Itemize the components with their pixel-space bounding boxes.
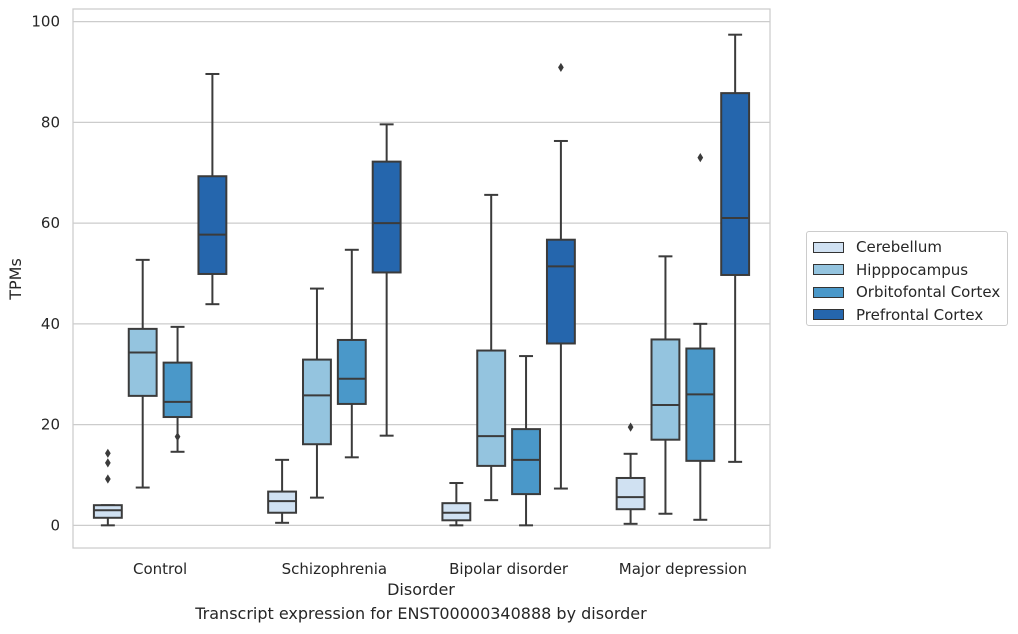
box-iqr — [511, 428, 541, 496]
x-tick-label: Control — [133, 560, 187, 578]
box-group — [545, 62, 576, 490]
outlier-point — [627, 422, 634, 432]
legend-swatch-prefrontal-cortex — [813, 309, 844, 321]
legend-item-hippocampus: Hipppocampus — [813, 259, 1007, 282]
outlier-point — [174, 432, 181, 442]
legend-item-prefrontal-cortex: Prefrontal Cortex — [813, 304, 1007, 327]
box-group — [336, 248, 367, 459]
chart-caption: Transcript expression for ENST0000034088… — [195, 604, 647, 623]
legend-item-orbitofrontal-cortex: Orbitofontal Cortex — [813, 281, 1007, 304]
box-iqr — [650, 338, 681, 441]
plot-area — [72, 8, 771, 549]
legend-swatch-cerebellum — [813, 241, 844, 253]
box-group — [267, 458, 298, 524]
box-group — [511, 355, 541, 527]
legend-item-cerebellum: Cerebellum — [813, 236, 1007, 259]
legend-label-prefrontal-cortex: Prefrontal Cortex — [856, 305, 984, 324]
outlier-point — [104, 448, 111, 458]
box-iqr — [127, 327, 158, 397]
box-iqr — [302, 358, 332, 446]
box-iqr — [162, 361, 193, 419]
box-group — [197, 72, 228, 306]
box-group — [650, 255, 681, 515]
box-iqr — [720, 92, 751, 276]
legend-label-orbitofrontal-cortex: Orbitofontal Cortex — [856, 283, 1001, 302]
x-tick-label: Bipolar disorder — [449, 560, 569, 578]
box-iqr — [615, 476, 646, 511]
box-group — [127, 258, 158, 489]
box-iqr — [685, 347, 716, 462]
box-group — [371, 123, 402, 437]
y-tick-label: 80 — [41, 113, 60, 131]
outlier-point — [104, 458, 111, 468]
box-group — [302, 287, 332, 499]
x-axis-title: Disorder — [387, 580, 455, 599]
y-tick-label: 40 — [41, 315, 60, 333]
legend-label-cerebellum: Cerebellum — [856, 238, 942, 257]
box-iqr — [441, 502, 472, 522]
x-tick-label: Schizophrenia — [282, 560, 387, 578]
box-iqr — [371, 160, 402, 274]
y-axis-title: TPMs — [6, 258, 25, 301]
box-iqr — [197, 175, 228, 275]
y-tick-labels: 0 20 40 60 80 100 — [31, 13, 60, 535]
box-iqr — [336, 338, 367, 405]
box-group — [685, 153, 716, 521]
box-group — [162, 325, 193, 453]
legend: Cerebellum Hipppocampus Orbitofontal Cor… — [806, 231, 1008, 326]
legend-swatch-hippocampus — [813, 264, 844, 276]
y-tick-label: 60 — [41, 214, 60, 232]
y-tick-label: 20 — [41, 416, 60, 434]
box-group — [615, 422, 646, 525]
legend-swatch-orbitofrontal-cortex — [813, 286, 844, 298]
legend-label-hippocampus: Hipppocampus — [856, 260, 969, 279]
x-tick-label: Major depression — [619, 560, 747, 578]
x-tick-labels: Control Schizophrenia Bipolar disorder Majo… — [133, 560, 747, 578]
box-iqr — [92, 504, 123, 519]
box-group — [92, 448, 123, 527]
box-iqr — [267, 490, 298, 514]
box-iqr — [476, 349, 507, 467]
box-group — [720, 33, 751, 463]
boxes — [92, 33, 751, 527]
outlier-point — [104, 474, 111, 484]
outlier-point — [558, 62, 564, 73]
outlier-point — [697, 153, 704, 163]
box-group — [476, 193, 507, 502]
box-iqr — [545, 238, 576, 345]
y-tick-label: 0 — [50, 516, 60, 534]
y-tick-label: 100 — [31, 13, 60, 31]
box-group — [441, 482, 472, 527]
